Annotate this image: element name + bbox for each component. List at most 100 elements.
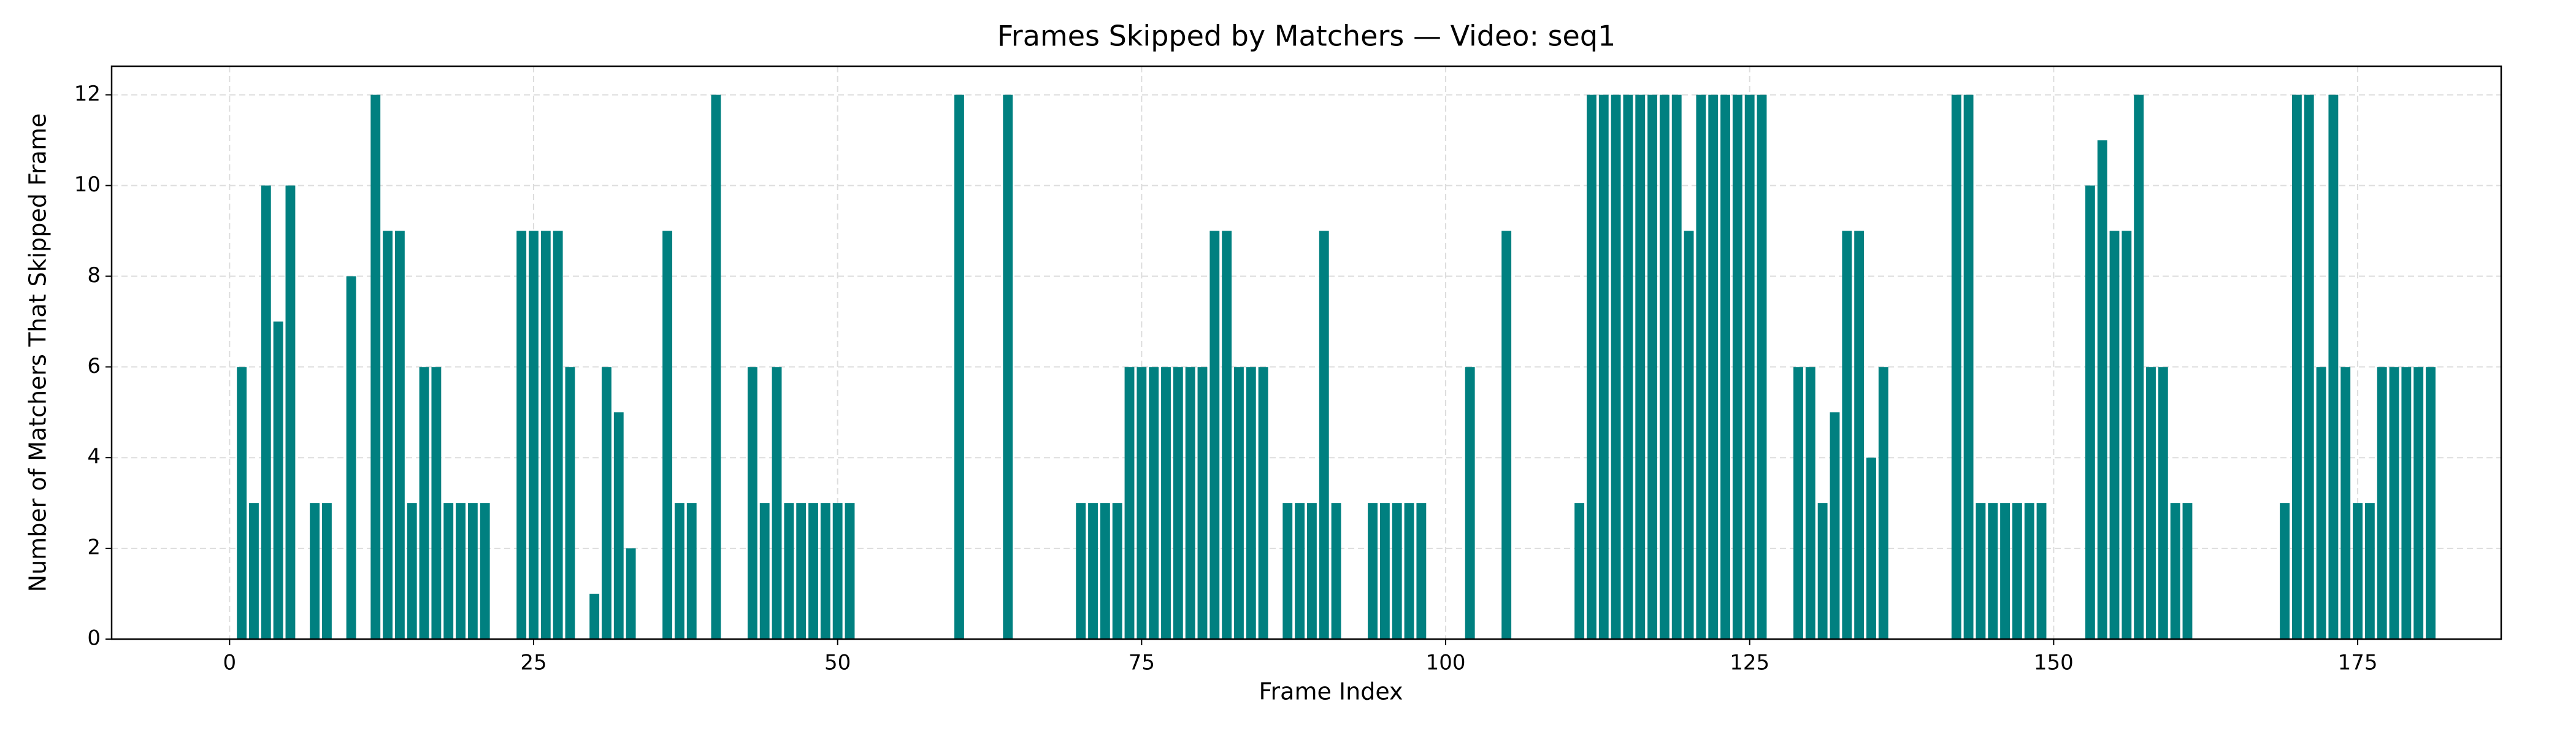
bar — [1805, 367, 1815, 639]
bar — [322, 503, 332, 639]
y-tick-label: 6 — [87, 354, 101, 378]
x-axis-label: Frame Index — [1259, 678, 1403, 705]
x-tick-label: 25 — [520, 651, 546, 675]
bar — [480, 503, 490, 639]
bar — [1659, 94, 1669, 639]
bar — [1708, 94, 1719, 639]
bar — [808, 503, 818, 639]
bar — [249, 503, 259, 639]
bar — [1112, 503, 1122, 639]
bar — [1976, 503, 1986, 639]
bar — [1368, 503, 1378, 639]
bar — [273, 321, 283, 639]
bar — [613, 412, 624, 639]
bar — [2182, 503, 2193, 639]
bar — [1124, 367, 1135, 639]
bar — [1137, 367, 1147, 639]
bar — [383, 231, 393, 640]
bar — [772, 367, 782, 639]
bar — [553, 231, 563, 640]
bar — [346, 276, 356, 640]
bar — [1587, 94, 1597, 639]
bar — [1598, 94, 1609, 639]
bar — [443, 503, 454, 639]
bar — [1209, 231, 1220, 640]
bar — [2328, 94, 2339, 639]
bar — [1234, 367, 1244, 639]
bar — [2024, 503, 2034, 639]
bar — [1465, 367, 1475, 639]
bar — [1379, 503, 1390, 639]
bar — [2389, 367, 2399, 639]
chart-title: Frames Skipped by Matchers — Video: seq1 — [997, 20, 1616, 53]
bar — [2109, 231, 2120, 640]
bar — [1173, 367, 1183, 639]
bar — [1732, 94, 1742, 639]
bar — [565, 367, 575, 639]
x-tick-label: 150 — [2034, 651, 2074, 675]
bar — [784, 503, 794, 639]
x-tick-label: 0 — [223, 651, 237, 675]
bar — [1830, 412, 1840, 639]
bar — [1501, 231, 1512, 640]
bar — [2353, 503, 2363, 639]
bar — [747, 367, 757, 639]
x-tick-label: 75 — [1129, 651, 1155, 675]
bar — [540, 231, 551, 640]
x-tick-label: 175 — [2338, 651, 2378, 675]
bar — [1988, 503, 1998, 639]
bar — [1623, 94, 1633, 639]
bar — [2085, 185, 2095, 639]
bar — [431, 367, 442, 639]
bar — [1635, 94, 1646, 639]
bar — [2340, 367, 2351, 639]
bar — [845, 503, 855, 639]
bar — [2158, 367, 2168, 639]
bar — [1878, 367, 1888, 639]
bar — [1161, 367, 1171, 639]
plot-frame — [110, 65, 2502, 640]
bar — [1100, 503, 1110, 639]
bar — [1404, 503, 1414, 639]
bar — [711, 94, 721, 639]
bar — [1392, 503, 1402, 639]
bar — [1295, 503, 1305, 639]
bar — [1282, 503, 1293, 639]
bar — [1306, 503, 1317, 639]
bar — [1574, 503, 1585, 639]
bar — [394, 231, 405, 640]
bar — [2291, 94, 2302, 639]
bar — [759, 503, 770, 639]
bar — [626, 548, 636, 639]
bar — [1744, 94, 1755, 639]
bar — [1671, 94, 1682, 639]
bar — [2316, 367, 2326, 639]
bar — [2401, 367, 2412, 639]
bar — [1817, 503, 1828, 639]
bar — [467, 503, 478, 639]
y-tick-label: 10 — [74, 172, 101, 197]
bar — [1003, 94, 1013, 639]
y-tick-label: 4 — [87, 445, 101, 469]
bar — [419, 367, 429, 639]
bar — [954, 94, 964, 639]
bar — [1854, 231, 1865, 640]
bar — [1842, 231, 1852, 640]
x-tick-label: 100 — [1426, 651, 1466, 675]
bar — [2426, 367, 2436, 639]
bar — [602, 367, 611, 639]
bar — [1088, 503, 1098, 639]
bar — [2012, 503, 2022, 639]
bar — [2280, 503, 2290, 639]
bar — [796, 503, 807, 639]
bar — [2364, 503, 2375, 639]
bar — [1331, 503, 1341, 639]
bar — [2036, 503, 2047, 639]
bar — [1185, 367, 1195, 639]
bar — [1684, 231, 1694, 640]
bar — [2097, 140, 2107, 639]
bar — [407, 503, 417, 639]
bar — [2146, 367, 2156, 639]
bar — [2377, 367, 2387, 639]
